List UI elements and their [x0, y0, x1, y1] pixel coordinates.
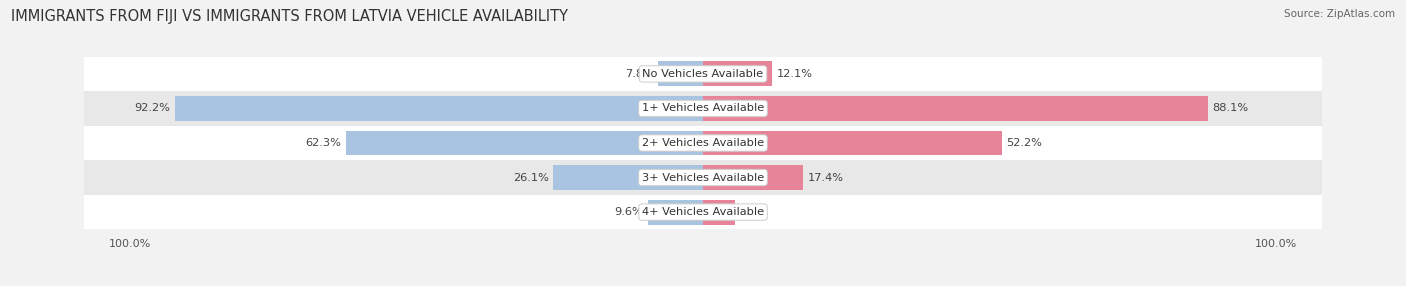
Text: 26.1%: 26.1%: [513, 172, 548, 182]
Bar: [658, 61, 703, 86]
Text: No Vehicles Available: No Vehicles Available: [643, 69, 763, 79]
Text: 5.5%: 5.5%: [740, 207, 768, 217]
Text: 1+ Vehicles Available: 1+ Vehicles Available: [643, 104, 763, 114]
Bar: [84, 195, 1322, 229]
Bar: [554, 165, 703, 190]
Bar: [84, 126, 1322, 160]
Bar: [703, 96, 1208, 121]
Text: 7.8%: 7.8%: [624, 69, 654, 79]
Text: Source: ZipAtlas.com: Source: ZipAtlas.com: [1284, 9, 1395, 19]
Legend: Immigrants from Fiji, Immigrants from Latvia: Immigrants from Fiji, Immigrants from La…: [537, 283, 869, 286]
Bar: [703, 131, 1002, 155]
Text: 62.3%: 62.3%: [305, 138, 342, 148]
Bar: [84, 160, 1322, 195]
Text: 88.1%: 88.1%: [1212, 104, 1249, 114]
Text: 3+ Vehicles Available: 3+ Vehicles Available: [643, 172, 763, 182]
Bar: [703, 165, 803, 190]
Bar: [84, 91, 1322, 126]
Text: IMMIGRANTS FROM FIJI VS IMMIGRANTS FROM LATVIA VEHICLE AVAILABILITY: IMMIGRANTS FROM FIJI VS IMMIGRANTS FROM …: [11, 9, 568, 23]
Text: 9.6%: 9.6%: [614, 207, 644, 217]
Text: 17.4%: 17.4%: [807, 172, 844, 182]
Bar: [174, 96, 703, 121]
Bar: [346, 131, 703, 155]
Text: 12.1%: 12.1%: [778, 69, 813, 79]
Bar: [703, 61, 772, 86]
Bar: [703, 200, 734, 225]
Text: 4+ Vehicles Available: 4+ Vehicles Available: [643, 207, 763, 217]
Bar: [648, 200, 703, 225]
Text: 52.2%: 52.2%: [1007, 138, 1042, 148]
Text: 2+ Vehicles Available: 2+ Vehicles Available: [643, 138, 763, 148]
Bar: [84, 57, 1322, 91]
Text: 92.2%: 92.2%: [135, 104, 170, 114]
